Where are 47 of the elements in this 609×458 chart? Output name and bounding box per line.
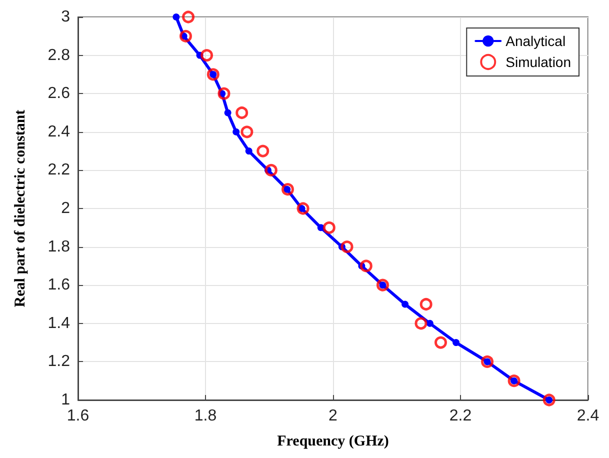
point: [218, 87, 230, 100]
point: [542, 394, 556, 406]
y-tick-label: 1.8: [48, 238, 70, 256]
point: [426, 320, 434, 327]
point: [182, 10, 195, 24]
point: [402, 300, 409, 308]
y-tick-label: 1.6: [48, 276, 70, 294]
point: [232, 128, 240, 136]
point: [245, 148, 252, 155]
point: [296, 202, 310, 215]
point: [481, 355, 494, 368]
point: [264, 164, 278, 176]
x-tick-label: 2.2: [449, 408, 472, 424]
y-tick-label: 2.2: [48, 162, 70, 179]
point: [172, 14, 180, 20]
y-axis-title: Real part of dielectric constant: [12, 110, 28, 308]
point: [236, 106, 248, 119]
y-tick-label: 2.6: [48, 85, 70, 102]
point: [452, 339, 460, 346]
point: [360, 260, 372, 272]
y-tick-label: 1.4: [48, 314, 70, 332]
y-tick-label: 2.4: [48, 123, 70, 140]
point: [180, 30, 192, 42]
x-axis-title: Frequency (GHz): [277, 434, 389, 450]
point: [256, 144, 270, 158]
legend-label: Analytical: [506, 33, 566, 49]
point: [508, 374, 520, 388]
point: [322, 221, 336, 234]
point: [376, 278, 389, 292]
x-tick-label: 2: [328, 408, 338, 424]
y-tick-label: 3: [61, 8, 70, 26]
point: [240, 126, 254, 138]
x-tick-label: 2.4: [576, 408, 600, 424]
legend-label: Simulation: [506, 54, 572, 70]
y-tick-label: 2.8: [48, 46, 70, 64]
point: [340, 240, 354, 254]
point: [200, 49, 214, 62]
y-tick-label: 2: [61, 200, 70, 217]
point: [206, 68, 220, 81]
y-tick-label: 1.2: [48, 353, 70, 370]
point: [414, 317, 428, 330]
point: [224, 109, 232, 116]
y-tick-label: 1: [61, 392, 70, 408]
point: [420, 298, 432, 310]
point: [434, 336, 447, 349]
x-tick-label: 1.8: [194, 408, 217, 424]
point: [282, 183, 294, 196]
